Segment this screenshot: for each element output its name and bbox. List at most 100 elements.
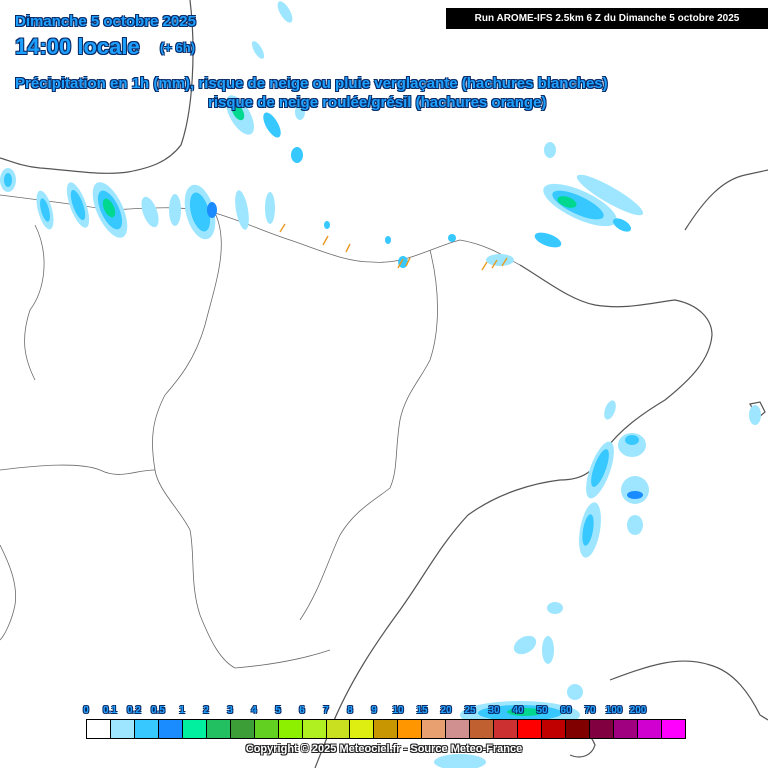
legend-swatch [110,720,135,738]
legend-swatch [326,720,351,738]
cell-g4 [544,142,556,158]
legend-label: 20 [440,705,452,716]
legend-swatch [398,720,423,738]
forecast-date: Dimanche 5 octobre 2025 [15,13,196,30]
legend-label: 0.5 [151,705,165,716]
legend-swatch [494,720,519,738]
cell-p4 [385,236,391,244]
legend-swatch [613,720,638,738]
legend-label: 4 [251,705,257,716]
legend-label: 50 [536,705,548,716]
legend-label: 0.2 [127,705,141,716]
legend-swatch [374,720,399,738]
legend-label: 60 [560,705,572,716]
cell-w5 [169,194,181,226]
legend-label: 40 [512,705,524,716]
cell-w8 [265,192,275,224]
legend-label: 6 [299,705,305,716]
cell-b4 [251,41,265,59]
forecast-time: 14:00 locale [15,34,140,59]
legend-label: 0 [83,705,89,716]
cell-s2 [434,754,486,768]
map-title-line2: risque de neige roulée/grésil (hachures … [208,94,547,111]
legend-swatch [134,720,159,738]
cell-e9 [542,636,554,664]
legend-swatch [87,720,111,738]
cell-e3-core [625,435,639,445]
cell-p3 [448,234,456,242]
cell-b1-core [231,103,245,121]
legend-swatch [158,720,183,738]
cell-g2-core [612,218,632,232]
cell-b3 [277,1,293,23]
cell-e5-mid [582,514,594,546]
legend-swatch [230,720,255,738]
cell-e4-core [627,491,643,499]
legend-label: 3 [227,705,233,716]
legend-label: 7 [323,705,329,716]
cell-e4 [621,476,649,504]
legend-swatch [542,720,567,738]
cell-g3 [534,232,562,248]
legend-swatch [182,720,207,738]
legend-label: 1 [179,705,185,716]
legend-label: 2 [203,705,209,716]
legend-label: 100 [605,705,623,716]
legend-label: 15 [416,705,428,716]
cell-e8 [513,635,537,655]
legend-labels: 0 0.1 0.2 0.5 1 2 3 4 5 6 7 8 9 10 15 20 25 30 40 50 60 70 100… [0,705,768,718]
legend-swatch [206,720,231,738]
legend-swatch [470,720,495,738]
legend-label: 70 [584,705,596,716]
legend-swatch [590,720,614,738]
cell-s1-core [507,708,543,716]
legend-swatch [446,720,471,738]
legend-label: 0.1 [103,705,117,716]
legend-label: 10 [392,705,404,716]
map-title-line1: Précipitation en 1h (mm), risque de neig… [15,75,608,92]
forecast-offset: (+ 6h) [160,40,196,55]
legend-label: 9 [371,705,377,716]
cell-w2-core [70,189,86,221]
legend-swatch [278,720,303,738]
legend-swatch [661,720,685,738]
cell-p1 [398,256,408,268]
cell-w6-mid [189,192,211,232]
cell-b5 [291,147,303,163]
cell-s3 [567,684,583,700]
legend-swatch [350,720,375,738]
cell-b6 [295,104,305,120]
cell-w1-core [40,198,50,222]
legend-swatch [422,720,447,738]
graupel-hatches [279,223,508,271]
legend-label: 200 [629,705,647,716]
legend-swatch [566,720,591,738]
cell-e10 [749,405,761,425]
cell-w6-core [207,202,217,218]
cell-w7 [235,190,249,230]
cell-p2 [486,254,514,266]
cell-e1 [604,400,616,420]
legend-label: 30 [488,705,500,716]
copyright-text: Copyright © 2025 Meteociel.fr - Source M… [245,743,523,755]
legend-swatch [302,720,327,738]
cell-b2 [263,112,281,138]
cell-w3-core [102,198,116,218]
cell-w4 [141,196,159,228]
legend-swatch [518,720,543,738]
legend-swatch [637,720,662,738]
cell-p5 [324,221,330,229]
legend-colorbar [86,719,686,739]
legend-label: 5 [275,705,281,716]
cell-w9-core [4,173,12,187]
legend-swatch [254,720,279,738]
cell-g1-core [557,196,577,208]
legend-label: 25 [464,705,476,716]
cell-g2 [576,174,644,216]
cell-e6 [627,515,643,535]
run-info-box: Run AROME-IFS 2.5km 6 Z du Dimanche 5 oc… [446,8,768,29]
cell-e7 [547,602,563,614]
cell-e2-mid [591,449,609,487]
